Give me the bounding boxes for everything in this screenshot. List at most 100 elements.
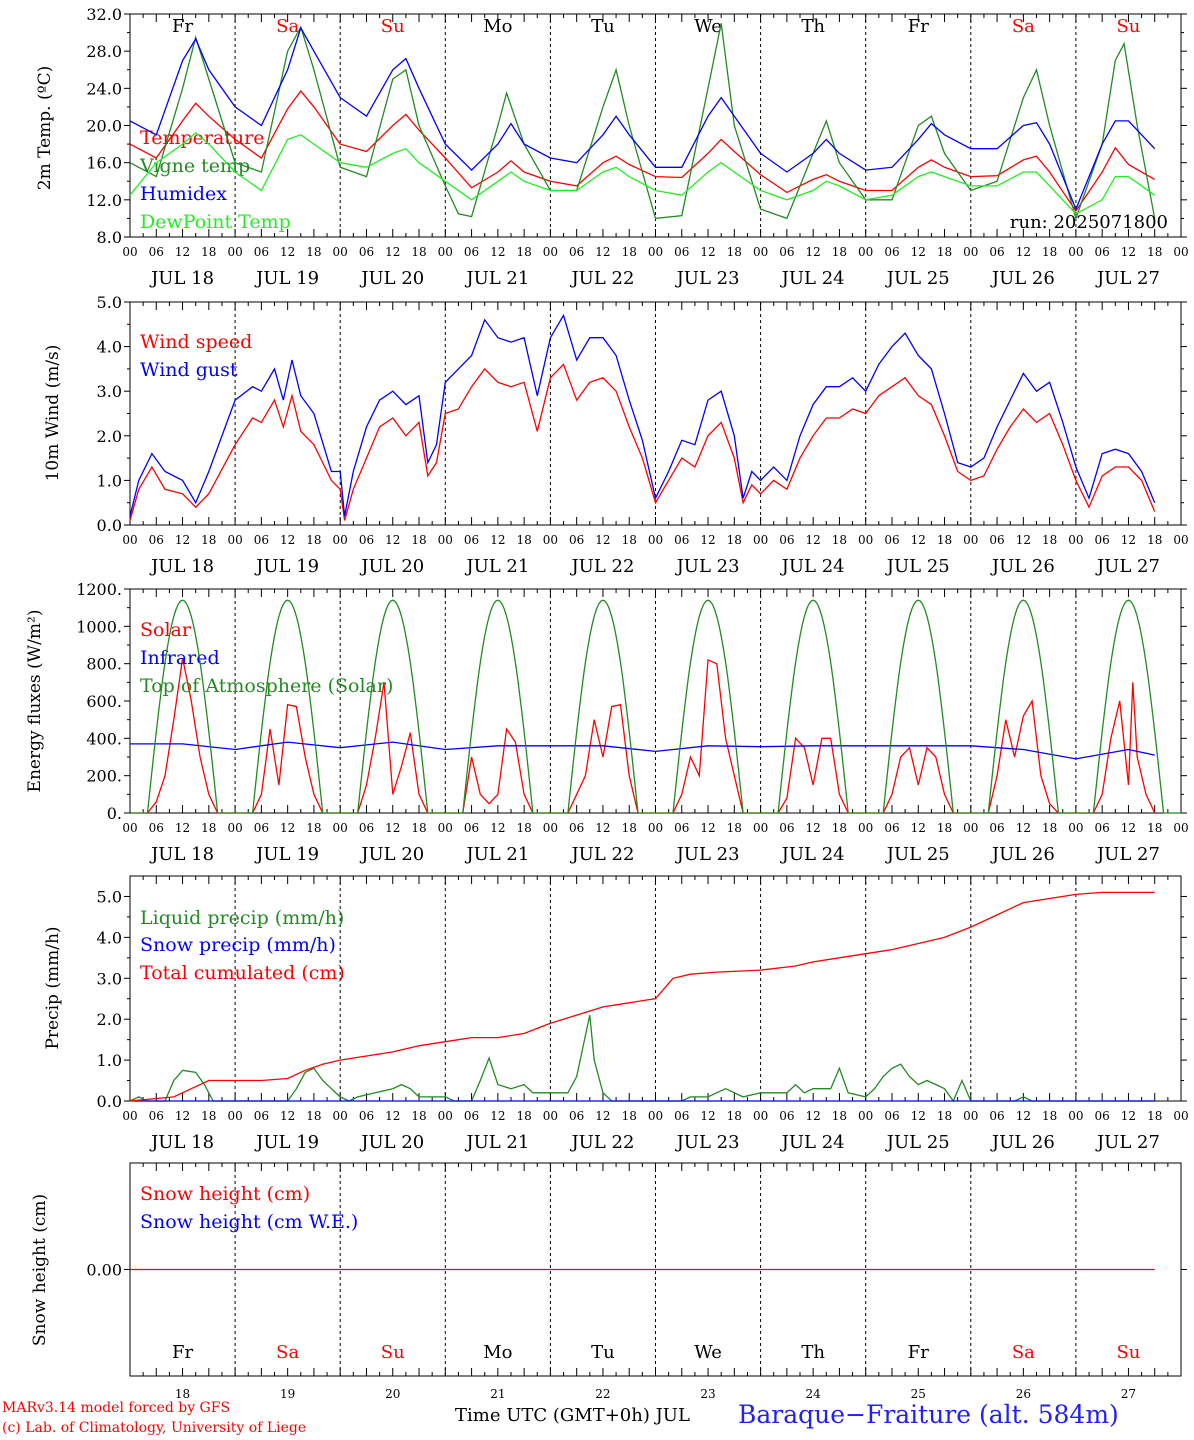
hour-tick-label: 18 — [622, 821, 637, 835]
y-tick-label: 1.0 — [97, 1051, 122, 1070]
y-tick-label: 800. — [86, 655, 122, 674]
hour-tick-label: 06 — [779, 1109, 794, 1123]
day-date-label: JUL 26 — [990, 268, 1055, 289]
station-title: Baraque−Fraiture (alt. 584m) — [738, 1400, 1119, 1429]
hour-tick-label: 06 — [464, 1109, 479, 1123]
hour-tick-label: 00 — [1068, 1109, 1083, 1123]
legend-entry: Top of Atmosphere (Solar) — [140, 675, 393, 697]
hour-tick-label: 18 — [201, 1109, 216, 1123]
hour-tick-label: 06 — [149, 821, 164, 835]
hour-tick-label: 06 — [779, 533, 794, 547]
hour-tick-label: 12 — [806, 821, 821, 835]
weekday-label: Mo — [483, 16, 512, 37]
hour-tick-label: 06 — [989, 821, 1004, 835]
hour-tick-label: 06 — [1095, 245, 1110, 259]
hour-tick-label: 18 — [516, 245, 531, 259]
hour-tick-label: 12 — [911, 1109, 926, 1123]
hour-tick-label: 06 — [254, 533, 269, 547]
hour-tick-label: 00 — [333, 245, 348, 259]
hour-tick-label: 12 — [911, 245, 926, 259]
hour-tick-label: 18 — [832, 1109, 847, 1123]
y-tick-label: 0. — [107, 804, 122, 823]
hour-tick-label: 00 — [858, 533, 873, 547]
hour-tick-label: 18 — [516, 821, 531, 835]
day-date-label: JUL 23 — [675, 844, 740, 865]
legend-entry: Solar — [140, 619, 192, 641]
y-tick-label: 2.0 — [97, 427, 122, 446]
hour-tick-label: 18 — [832, 821, 847, 835]
hour-tick-label: 12 — [175, 821, 190, 835]
day-number-label: 20 — [385, 1387, 400, 1401]
hour-tick-label: 00 — [648, 245, 663, 259]
hour-tick-label: 12 — [490, 1109, 505, 1123]
day-number-label: 18 — [175, 1387, 190, 1401]
y-tick-label: 12.0 — [86, 191, 122, 210]
hour-tick-label: 18 — [1042, 1109, 1057, 1123]
hour-tick-label: 00 — [333, 533, 348, 547]
hour-tick-label: 18 — [201, 245, 216, 259]
y-tick-label: 0.00 — [86, 1261, 122, 1280]
hour-tick-label: 00 — [1173, 245, 1188, 259]
y-tick-label: 3.0 — [97, 969, 122, 988]
day-date-label: JUL 26 — [990, 556, 1055, 577]
hour-tick-label: 00 — [963, 533, 978, 547]
hour-tick-label: 12 — [385, 1109, 400, 1123]
weekday-label: Sa — [1012, 1342, 1035, 1363]
hour-tick-label: 12 — [1121, 533, 1136, 547]
hour-tick-label: 06 — [149, 1109, 164, 1123]
hour-tick-label: 12 — [1016, 1109, 1031, 1123]
day-date-label: JUL 20 — [359, 556, 424, 577]
y-tick-label: 400. — [86, 729, 122, 748]
day-date-label: JUL 26 — [990, 844, 1055, 865]
hour-tick-label: 00 — [963, 1109, 978, 1123]
hour-tick-label: 00 — [543, 821, 558, 835]
hour-tick-label: 06 — [674, 533, 689, 547]
hour-tick-label: 00 — [753, 245, 768, 259]
legend-entry: Liquid precip (mm/h) — [140, 907, 344, 929]
hour-tick-label: 18 — [411, 821, 426, 835]
lab-credit: (c) Lab. of Climatology, University of L… — [2, 1420, 307, 1436]
hour-tick-label: 18 — [727, 245, 742, 259]
weekday-label: Su — [1116, 16, 1140, 37]
day-date-label: JUL 19 — [254, 1132, 319, 1153]
hour-tick-label: 18 — [201, 533, 216, 547]
hour-tick-label: 00 — [122, 533, 137, 547]
hour-tick-label: 06 — [779, 821, 794, 835]
hour-tick-label: 18 — [727, 821, 742, 835]
hour-tick-label: 18 — [411, 245, 426, 259]
hour-tick-label: 12 — [280, 533, 295, 547]
hour-tick-label: 12 — [595, 245, 610, 259]
y-axis-label: 2m Temp. (ºC) — [35, 66, 55, 191]
hour-tick-label: 00 — [858, 245, 873, 259]
hour-tick-label: 18 — [1042, 533, 1057, 547]
day-date-label: JUL 27 — [1095, 268, 1160, 289]
hour-tick-label: 06 — [1095, 533, 1110, 547]
hour-tick-label: 00 — [227, 533, 242, 547]
day-date-label: JUL 27 — [1095, 1132, 1160, 1153]
legend-entry: Wind gust — [140, 359, 238, 381]
day-number-label: 26 — [1016, 1387, 1031, 1401]
hour-tick-label: 00 — [1173, 821, 1188, 835]
hour-tick-label: 18 — [516, 533, 531, 547]
weekday-label: We — [694, 1342, 722, 1363]
hour-tick-label: 00 — [227, 821, 242, 835]
hour-tick-label: 06 — [674, 1109, 689, 1123]
day-date-label: JUL 24 — [780, 844, 845, 865]
legend-entry: Snow height (cm W.E.) — [140, 1211, 358, 1233]
day-number-label: 19 — [280, 1387, 295, 1401]
hour-tick-label: 12 — [806, 245, 821, 259]
y-tick-label: 5.0 — [97, 293, 122, 312]
hour-tick-label: 00 — [858, 1109, 873, 1123]
hour-tick-label: 00 — [648, 533, 663, 547]
day-date-label: JUL 22 — [569, 268, 634, 289]
day-number-label: 24 — [806, 1387, 822, 1401]
hour-tick-label: 00 — [543, 1109, 558, 1123]
hour-tick-label: 00 — [1173, 1109, 1188, 1123]
hour-tick-label: 18 — [832, 533, 847, 547]
day-date-label: JUL 18 — [149, 1132, 214, 1153]
weekday-label: Su — [1116, 1342, 1140, 1363]
hour-tick-label: 06 — [149, 533, 164, 547]
day-date-label: JUL 18 — [149, 844, 214, 865]
hour-tick-label: 12 — [806, 1109, 821, 1123]
hour-tick-label: 18 — [306, 245, 321, 259]
